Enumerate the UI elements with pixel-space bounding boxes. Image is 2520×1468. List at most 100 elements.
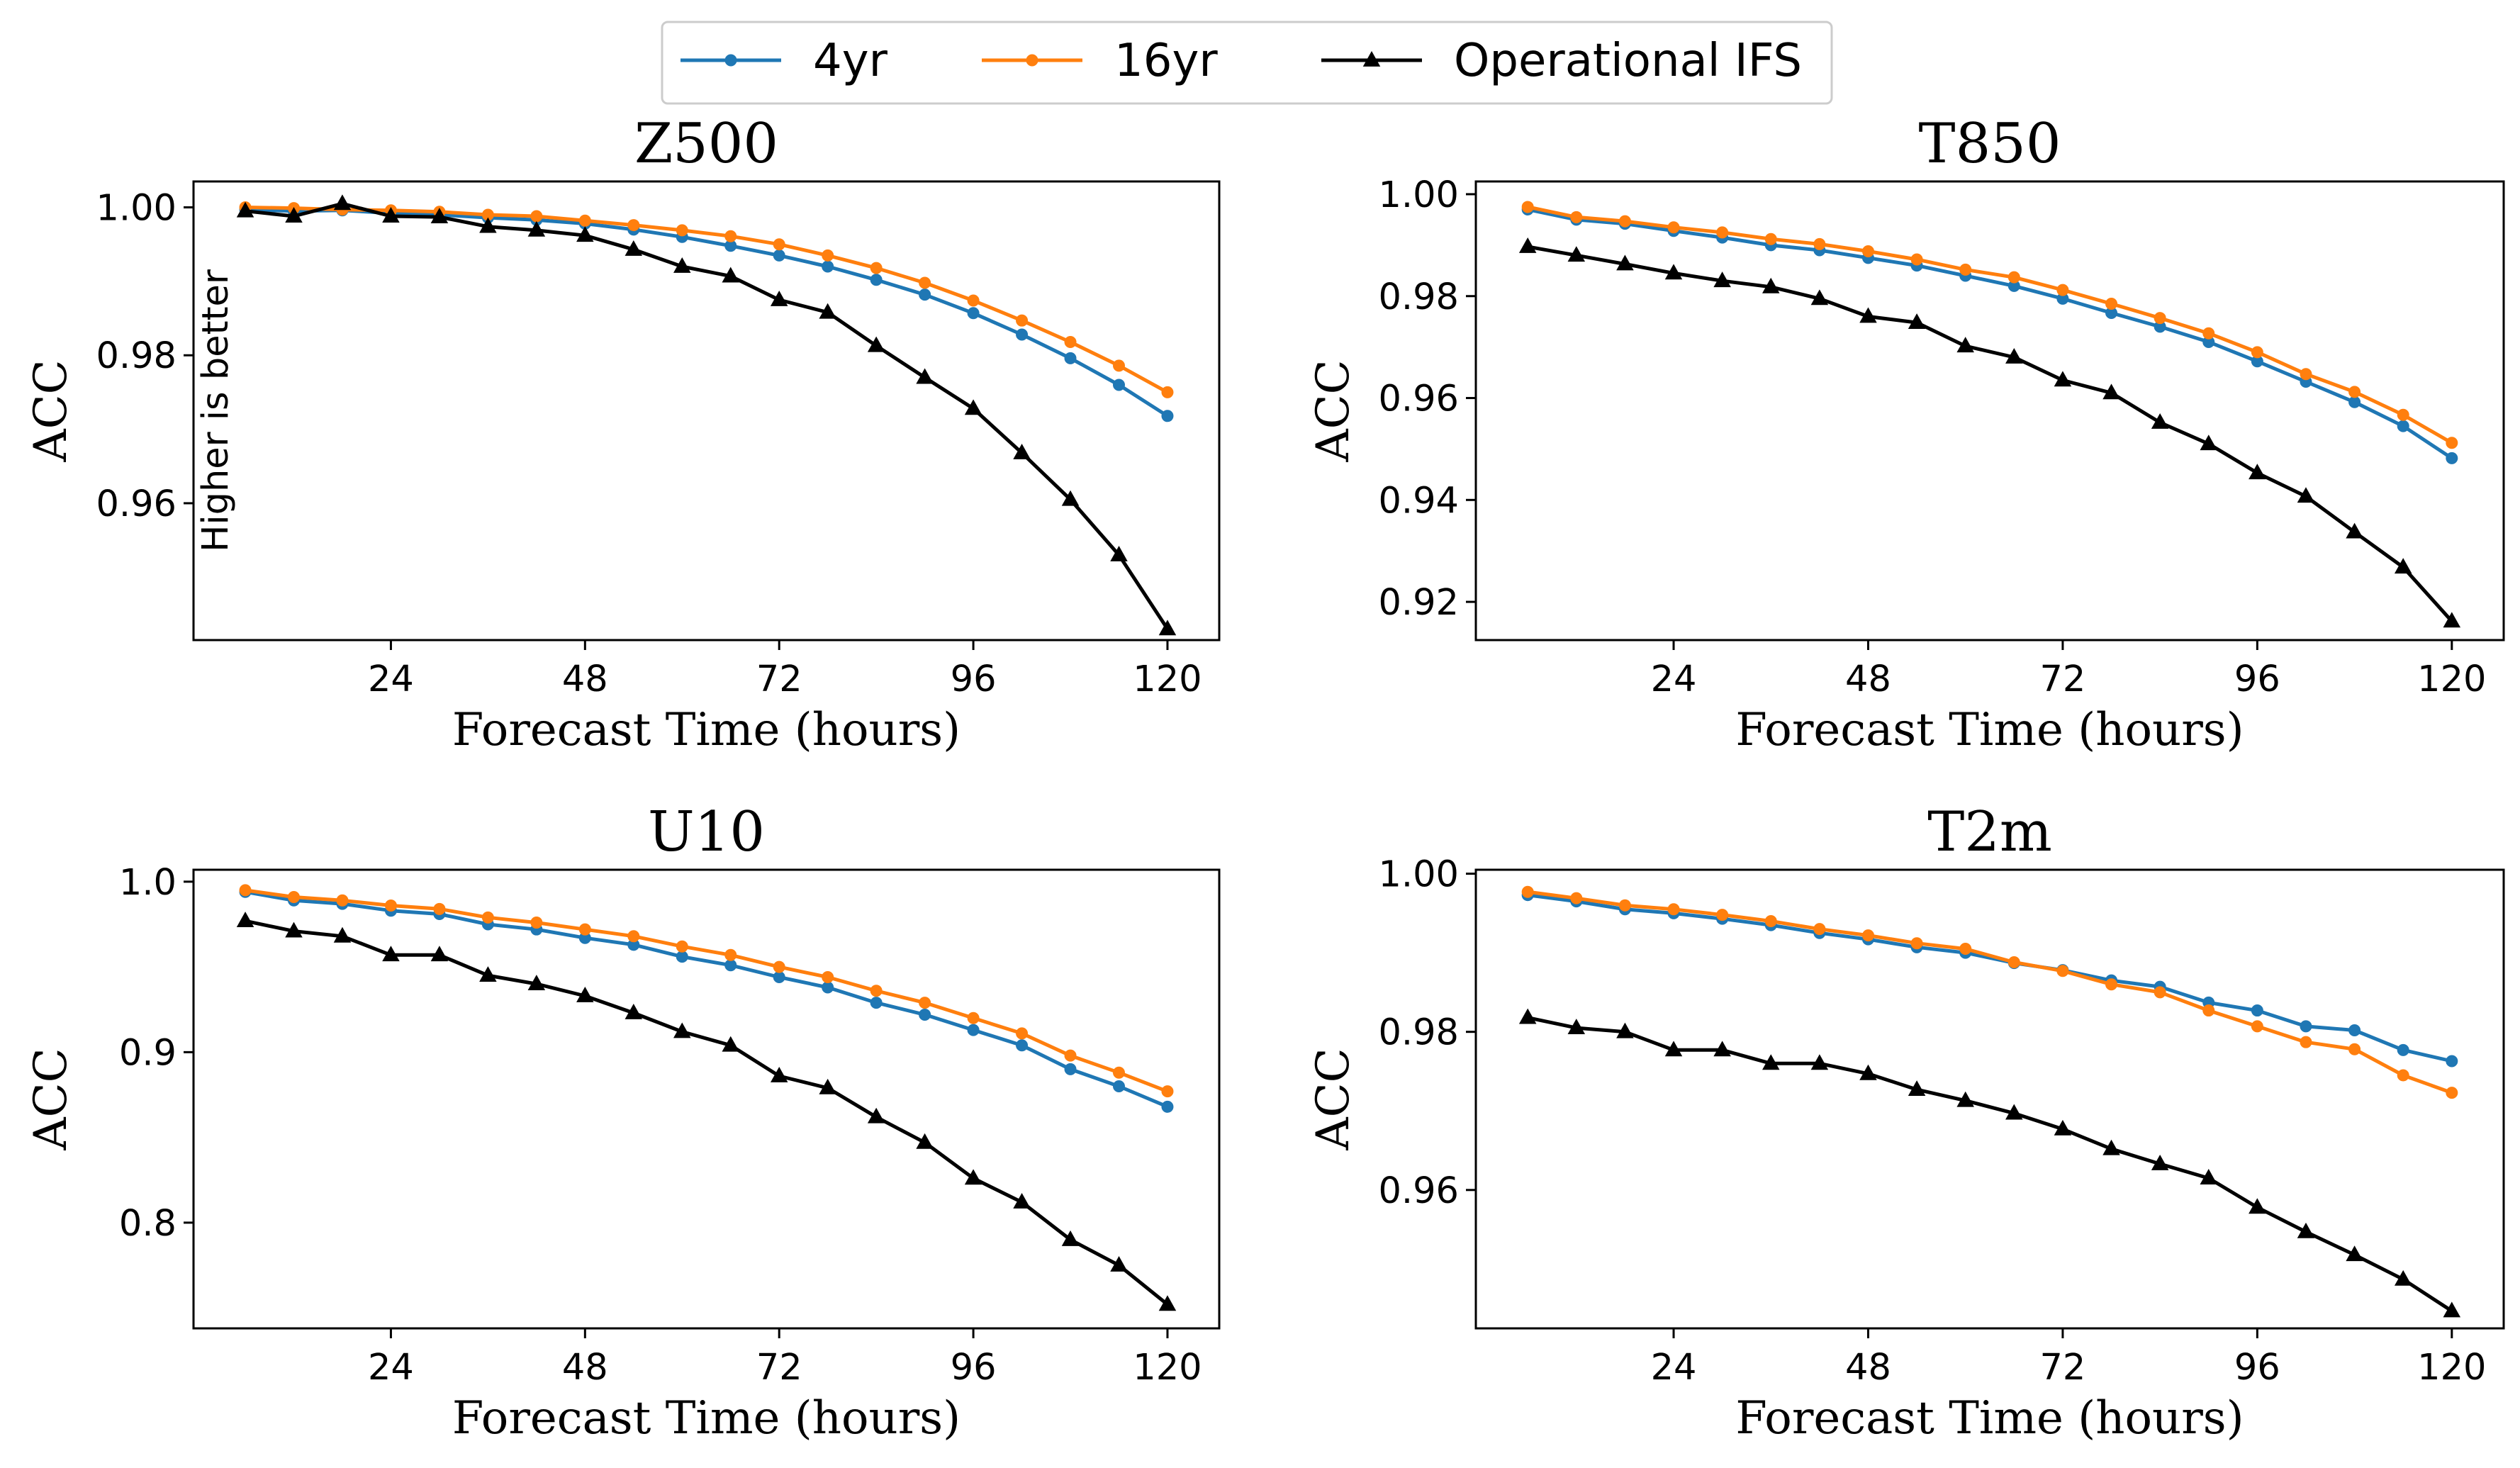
chart-u10: U10 24 48 72 96 120 0.8 0.9 1.0 Forecast Time (ho…	[25, 800, 1221, 1445]
series-16yr	[239, 201, 1174, 398]
data-point	[1664, 264, 1683, 280]
x-tick-label: 24	[1651, 1347, 1697, 1389]
data-point	[2202, 1004, 2215, 1017]
data-point	[1664, 1041, 1683, 1057]
data-point	[1956, 337, 1974, 353]
legend-entry-4yr: 4yr	[681, 35, 888, 87]
data-point	[479, 966, 497, 982]
x-tick-label: 48	[1845, 659, 1891, 700]
y-tick-label: 1.00	[1378, 854, 1459, 896]
data-point	[773, 971, 785, 984]
series-operational-ifs	[236, 194, 1177, 636]
data-point	[676, 951, 688, 963]
data-point	[867, 1107, 885, 1124]
data-point	[2394, 1270, 2412, 1286]
data-point	[1861, 245, 1874, 257]
data-point	[1016, 328, 1029, 341]
axes-frame-t2m	[1474, 868, 2505, 1330]
data-point	[1567, 246, 1586, 262]
data-point	[2446, 437, 2458, 449]
series-line-operational-ifs	[1527, 245, 2453, 623]
data-point	[2056, 965, 2069, 977]
data-point	[819, 303, 836, 319]
data-point	[479, 217, 497, 233]
data-point	[2251, 346, 2263, 359]
data-point	[1956, 1091, 1974, 1107]
data-point	[2202, 327, 2215, 340]
x-tick-label: 24	[368, 1347, 414, 1389]
data-point	[1716, 226, 1729, 239]
y-tick-label: 0.96	[96, 483, 177, 525]
x-tick-label: 72	[756, 1347, 802, 1389]
series-16yr	[239, 884, 1174, 1098]
data-point	[1570, 892, 1583, 904]
chart-t2m: T2m 24 48 72 96 120 0.96 0.98 1.00 Forecast Time …	[1307, 800, 2505, 1445]
data-point	[822, 971, 834, 984]
data-point	[576, 986, 594, 1002]
series-operational-ifs	[236, 912, 1177, 1311]
data-point	[676, 224, 688, 237]
legend-entry-16yr: 16yr	[982, 35, 1218, 87]
x-tick-label: 96	[2234, 659, 2280, 700]
data-point	[967, 1024, 980, 1036]
data-point	[333, 194, 352, 211]
x-axis-label: Forecast Time (hours)	[452, 1392, 961, 1445]
data-point	[2394, 558, 2412, 574]
data-point	[481, 911, 494, 924]
y-axis-label: ACC	[25, 1048, 77, 1150]
y-tick-label: 0.96	[1378, 1170, 1459, 1212]
axes-frame-z500	[192, 180, 1221, 641]
x-tick-label: 72	[756, 659, 802, 700]
data-point	[1959, 943, 1972, 956]
axes-frame-u10	[192, 868, 1221, 1330]
data-point	[2300, 1036, 2312, 1048]
y-axis-label: ACC	[1307, 1048, 1360, 1150]
data-point	[578, 923, 591, 936]
y-axis-label: ACC	[1307, 359, 1360, 462]
y-tick-label: 0.98	[1378, 1012, 1459, 1054]
data-point	[1910, 937, 1923, 950]
data-point	[625, 240, 643, 256]
data-point	[2200, 1169, 2218, 1184]
x-tick-label: 24	[368, 659, 414, 700]
data-point	[2443, 612, 2461, 628]
data-point	[1618, 899, 1631, 912]
x-tick-label: 24	[1651, 659, 1697, 700]
data-point	[870, 997, 883, 1009]
data-point	[336, 894, 349, 907]
data-point	[625, 1004, 643, 1019]
data-point	[285, 207, 303, 223]
data-point	[919, 997, 931, 1009]
data-point	[673, 257, 691, 273]
series-16yr	[1521, 885, 2458, 1099]
chart-title-u10: U10	[648, 800, 765, 864]
data-point	[1762, 277, 1780, 293]
data-point	[333, 926, 352, 943]
data-point	[2105, 298, 2118, 310]
data-point	[1013, 1192, 1031, 1209]
data-point	[1570, 211, 1583, 223]
data-point	[2297, 1222, 2315, 1238]
x-tick-label: 96	[951, 659, 997, 700]
data-point	[530, 917, 543, 929]
plot-area-z500	[236, 194, 1177, 636]
data-point	[1110, 1255, 1128, 1272]
series-4yr	[1521, 889, 2458, 1068]
data-point	[870, 262, 883, 274]
x-tick-label: 120	[2417, 659, 2486, 700]
plot-area-t2m	[1518, 885, 2461, 1318]
data-point	[1112, 1080, 1125, 1092]
data-point	[1908, 1080, 1926, 1097]
legend-frame	[661, 21, 1833, 105]
series-line-16yr	[245, 206, 1169, 394]
series-line-16yr	[245, 888, 1168, 1094]
legend-marker-4yr	[724, 54, 737, 67]
data-point	[916, 1133, 934, 1149]
data-point	[1161, 410, 1174, 422]
data-point	[1112, 359, 1125, 372]
legend-entry-operational-ifs: Operational IFS	[1321, 35, 1802, 87]
data-point	[527, 975, 546, 991]
data-point	[919, 1008, 931, 1021]
data-point	[1016, 1027, 1029, 1040]
chart-t850: T850 24 48 72 96 120 0.92 0.94 0.96 0.98 1.00 Forec…	[1307, 112, 2505, 756]
